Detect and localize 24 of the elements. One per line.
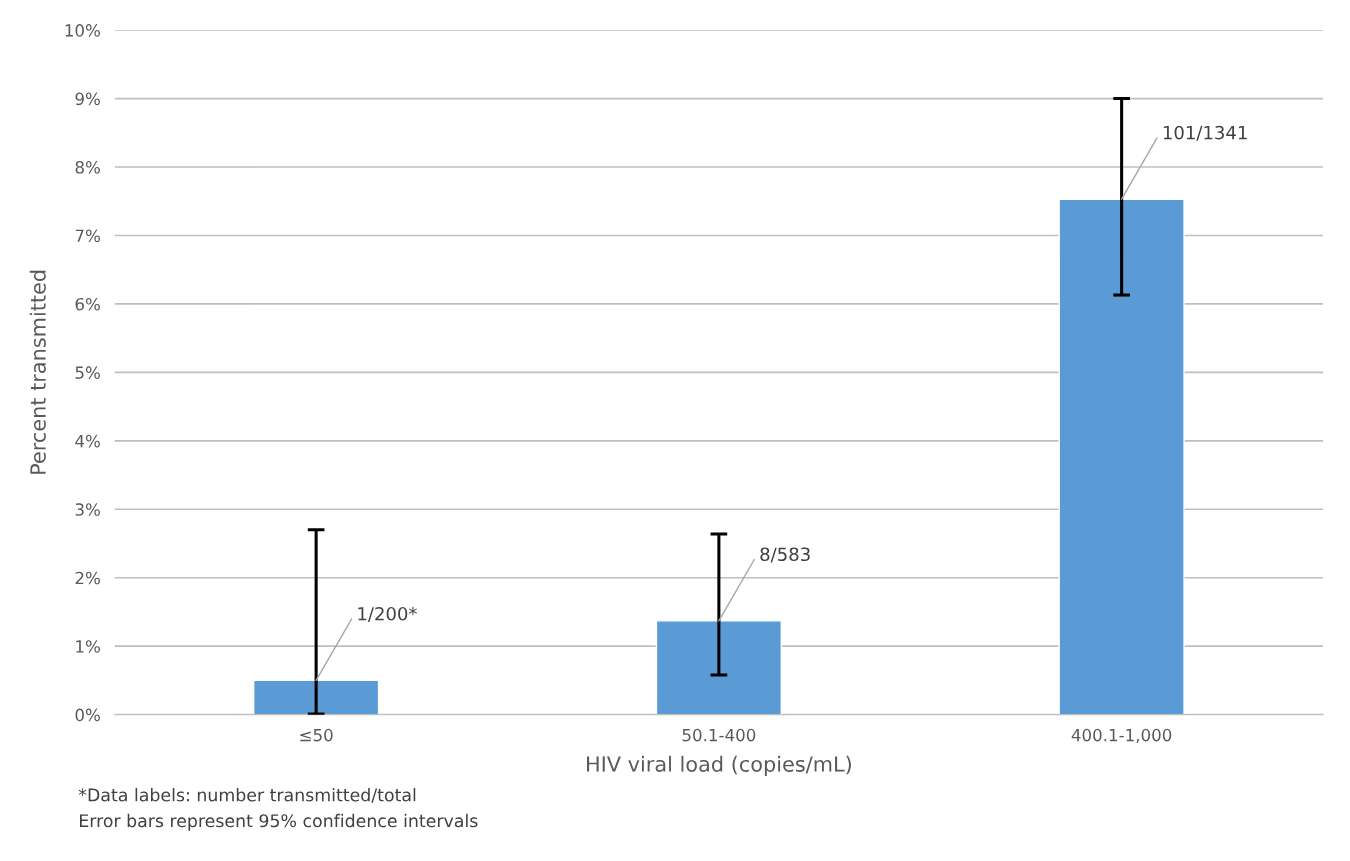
y-tick-label: 3% xyxy=(75,503,100,516)
text: Error bars represent 95% confidence intervals xyxy=(80,813,478,831)
y-tick-label: 4% xyxy=(75,434,100,448)
bar xyxy=(253,679,380,715)
text: *Data labels: number transmitted/total xyxy=(78,788,416,803)
bar xyxy=(655,620,782,715)
bar xyxy=(1058,198,1185,715)
x-tick-label: 50.1-400 xyxy=(682,728,756,742)
y-tick-label: 2% xyxy=(75,571,100,585)
y-tick-label: 1% xyxy=(76,640,100,653)
x-tick-label: 400.1-1,000 xyxy=(1071,728,1172,744)
y-tick-label: 10% xyxy=(65,24,100,37)
annotation: 8/583 xyxy=(760,547,810,563)
y-tick-label: 9% xyxy=(75,92,100,106)
y-axis-title: Percent transmitted xyxy=(29,270,46,474)
y-tick-label: 5% xyxy=(75,366,100,379)
annotation: 101/1341 xyxy=(1163,125,1247,141)
x-axis-title: HIV viral load (copies/mL) xyxy=(587,755,851,776)
annotation: 1/200* xyxy=(358,606,417,623)
y-tick-label: 7% xyxy=(75,229,100,243)
y-tick-label: 6% xyxy=(75,297,100,311)
x-tick-label: ≤50 xyxy=(300,728,333,742)
y-tick-label: 0% xyxy=(75,708,100,722)
y-tick-label: 8% xyxy=(75,161,100,174)
